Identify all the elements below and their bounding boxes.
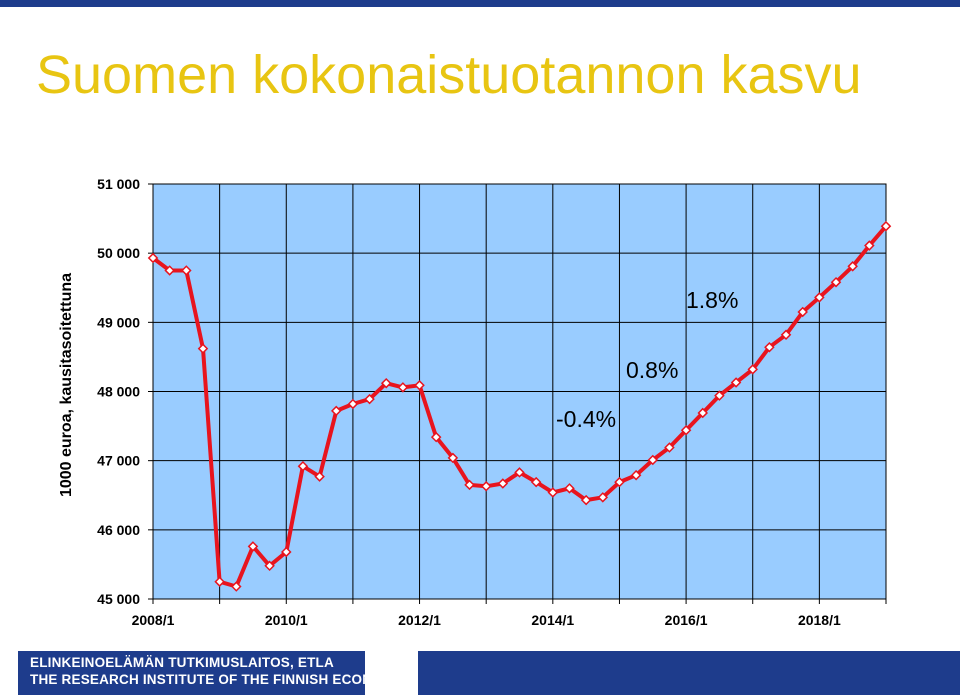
y-axis-label: 1000 euroa, kausitasoitettuna bbox=[58, 273, 75, 497]
x-tick-label: 2016/1 bbox=[665, 612, 708, 628]
data-point-marker bbox=[814, 292, 825, 303]
data-point-marker bbox=[547, 487, 559, 498]
data-point-marker bbox=[864, 240, 875, 251]
data-point-marker bbox=[697, 407, 709, 419]
x-tick-label: 2014/1 bbox=[531, 612, 574, 628]
line-chart: 45 000 46 000 47 000 48 000 49 000 50 000 51 0… bbox=[58, 176, 892, 628]
data-point-marker bbox=[564, 483, 575, 494]
grid-lines bbox=[153, 184, 886, 599]
annotation-group: -0.4% 0.8% 1.8% bbox=[556, 287, 738, 432]
data-point-marker bbox=[314, 471, 325, 482]
data-point-marker bbox=[447, 452, 459, 464]
data-point-marker bbox=[797, 306, 808, 318]
x-tick-label: 2012/1 bbox=[398, 612, 441, 628]
y-tick-label: 51 000 bbox=[97, 176, 140, 192]
data-point-marker bbox=[780, 329, 792, 341]
data-point-marker bbox=[231, 581, 242, 592]
footer-institute-fi: ELINKEINOELÄMÄN TUTKIMUSLAITOS, ETLA bbox=[30, 655, 334, 670]
y-tick-label: 45 000 bbox=[97, 591, 140, 607]
data-point-marker bbox=[264, 560, 275, 572]
x-tick-label: 2018/1 bbox=[798, 612, 841, 628]
x-tick-label: 2008/1 bbox=[132, 612, 175, 628]
data-point-marker bbox=[497, 478, 509, 489]
data-point-marker bbox=[580, 494, 592, 506]
data-point-marker bbox=[680, 424, 692, 436]
marker-group bbox=[147, 220, 892, 592]
data-point-marker bbox=[181, 265, 192, 276]
page-title: Suomen kokonaistuotannon kasvu bbox=[36, 45, 862, 105]
top-rule bbox=[0, 0, 960, 7]
data-point-marker bbox=[414, 380, 425, 391]
footer-bar-left bbox=[18, 651, 365, 695]
data-point-marker bbox=[514, 467, 525, 478]
growth-annotation: -0.4% bbox=[556, 406, 616, 432]
footer-bar-right bbox=[418, 651, 960, 695]
data-point-marker bbox=[830, 276, 842, 288]
data-point-marker bbox=[297, 460, 309, 472]
x-axis-ticks: 2008/1 2010/1 2012/1 2014/1 2016/1 2018/1 bbox=[132, 599, 887, 628]
data-point-marker bbox=[347, 398, 359, 410]
data-point-marker bbox=[747, 364, 758, 375]
data-point-marker bbox=[281, 546, 292, 558]
y-tick-label: 49 000 bbox=[97, 314, 140, 330]
footer-institute-en: THE RESEARCH INSTITUTE OF THE FINNISH EC… bbox=[30, 672, 404, 687]
data-point-marker bbox=[380, 377, 392, 389]
data-point-marker bbox=[330, 405, 342, 417]
data-point-marker bbox=[480, 480, 492, 492]
y-tick-label: 50 000 bbox=[97, 245, 140, 261]
data-point-marker bbox=[764, 341, 775, 353]
data-point-marker bbox=[530, 476, 542, 488]
data-point-marker bbox=[597, 492, 609, 503]
x-tick-label: 2010/1 bbox=[265, 612, 308, 628]
data-point-marker bbox=[614, 476, 625, 488]
y-tick-label: 46 000 bbox=[97, 522, 140, 538]
data-point-marker bbox=[847, 261, 858, 272]
data-point-marker bbox=[364, 393, 375, 405]
data-point-marker bbox=[430, 431, 442, 443]
growth-annotation: 0.8% bbox=[626, 357, 678, 383]
y-tick-label: 47 000 bbox=[97, 453, 140, 469]
data-point-marker bbox=[147, 252, 159, 264]
data-point-marker bbox=[630, 469, 642, 481]
data-point-marker bbox=[197, 343, 209, 354]
data-point-marker bbox=[664, 442, 675, 453]
growth-annotation: 1.8% bbox=[686, 287, 738, 313]
data-point-marker bbox=[397, 382, 409, 393]
data-point-marker bbox=[647, 454, 659, 466]
data-point-marker bbox=[880, 220, 892, 232]
data-point-marker bbox=[714, 390, 725, 401]
data-point-marker bbox=[464, 479, 475, 491]
data-point-marker bbox=[730, 377, 742, 388]
data-point-marker bbox=[164, 265, 175, 276]
data-point-marker bbox=[214, 576, 225, 587]
y-axis-ticks: 45 000 46 000 47 000 48 000 49 000 50 000 51 0… bbox=[97, 176, 153, 607]
y-tick-label: 48 000 bbox=[97, 384, 140, 400]
data-point-marker bbox=[247, 541, 259, 552]
